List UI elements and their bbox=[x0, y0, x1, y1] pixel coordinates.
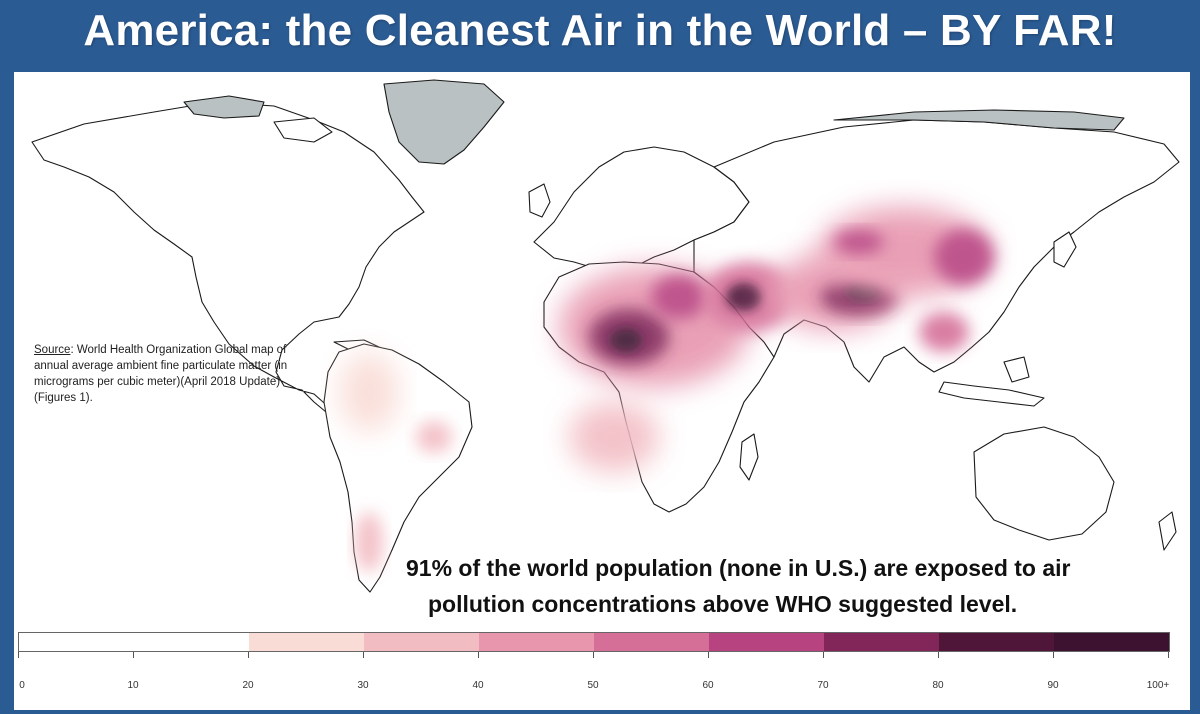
legend-tick-label: 30 bbox=[357, 680, 369, 691]
legend-tick bbox=[1053, 652, 1054, 658]
pm25-heat-overlay bbox=[339, 207, 994, 572]
legend-swatch bbox=[249, 633, 364, 651]
japan bbox=[1053, 231, 1077, 268]
slide-title: America: the Cleanest Air in the World –… bbox=[83, 6, 1117, 55]
world-pm25-map bbox=[31, 79, 1180, 593]
legend-tick bbox=[593, 652, 594, 658]
pm25-color-legend bbox=[18, 632, 1170, 652]
indonesia bbox=[938, 381, 1045, 407]
legend-tick-label: 40 bbox=[472, 680, 484, 691]
legend-swatch bbox=[1054, 633, 1169, 651]
callout-line-2: pollution concentrations above WHO sugge… bbox=[428, 591, 1018, 617]
legend-tick-label: 0 bbox=[19, 680, 25, 691]
legend-tick-label: 20 bbox=[242, 680, 254, 691]
legend-swatch bbox=[594, 633, 709, 651]
legend-tick-label: 50 bbox=[587, 680, 599, 691]
legend-tick bbox=[708, 652, 709, 658]
source-note: Source: World Health Organization Global… bbox=[34, 342, 319, 406]
arctic-islands bbox=[183, 95, 265, 119]
legend-swatch bbox=[19, 633, 134, 651]
legend-tick-label: 10 bbox=[127, 680, 139, 691]
north-america-landmass bbox=[31, 101, 425, 418]
legend-tick bbox=[478, 652, 479, 658]
madagascar bbox=[739, 433, 759, 481]
legend-tick-label: 70 bbox=[817, 680, 829, 691]
legend-swatch bbox=[479, 633, 594, 651]
map-panel: Source: World Health Organization Global… bbox=[14, 72, 1190, 710]
population-callout: 91% of the world population (none in U.S… bbox=[406, 550, 1186, 622]
new-zealand bbox=[1158, 511, 1177, 551]
legend-tick bbox=[938, 652, 939, 658]
legend-tick bbox=[248, 652, 249, 658]
legend-tick bbox=[1168, 652, 1169, 658]
legend-tick bbox=[133, 652, 134, 658]
legend-tick-label: 90 bbox=[1047, 680, 1059, 691]
legend-tick bbox=[18, 652, 19, 658]
legend-tick bbox=[363, 652, 364, 658]
british-isles bbox=[528, 183, 551, 218]
greenland-landmass bbox=[383, 79, 505, 165]
source-text: : World Health Organization Global map o… bbox=[34, 344, 288, 404]
legend-tick-label: 80 bbox=[932, 680, 944, 691]
legend-swatch bbox=[134, 633, 249, 651]
source-label: Source bbox=[34, 344, 71, 356]
siberia-north-gray bbox=[833, 109, 1125, 131]
legend-swatch bbox=[364, 633, 479, 651]
legend-swatch bbox=[709, 633, 824, 651]
legend-tick-label: 60 bbox=[702, 680, 714, 691]
legend-swatch bbox=[824, 633, 939, 651]
callout-line-1: 91% of the world population (none in U.S… bbox=[406, 555, 1071, 581]
australia-landmass bbox=[973, 426, 1115, 541]
legend-tick-label: 100+ bbox=[1146, 680, 1170, 691]
legend-tick bbox=[823, 652, 824, 658]
legend-ticks: 0 10 20 30 40 50 60 70 80 90 100+ bbox=[18, 652, 1170, 692]
legend-swatch bbox=[939, 633, 1054, 651]
